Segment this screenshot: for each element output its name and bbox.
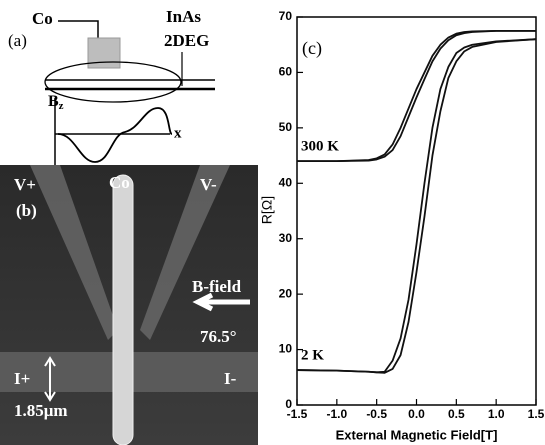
co-arrow <box>58 20 99 38</box>
bz-label: Bz <box>48 93 64 112</box>
panel-label: (b) <box>16 201 37 220</box>
y-tick-label: 40 <box>279 175 293 189</box>
v-minus-label: V- <box>200 175 217 194</box>
y-tick-label: 50 <box>279 120 293 134</box>
lead <box>30 165 118 340</box>
panel-a: (a) Co InAs 2DEG Bz x <box>8 7 215 165</box>
co-label: Co <box>32 9 53 28</box>
field-loop <box>44 61 182 103</box>
x-tick-label: 0.0 <box>408 407 425 421</box>
y-tick-label: 0 <box>285 397 292 411</box>
i-plus-label: I+ <box>14 369 30 388</box>
co-label: Co <box>109 173 130 192</box>
x-tick-label: -1.5 <box>287 407 308 421</box>
width-label: 1.85μm <box>14 401 68 420</box>
curve-label: 2 K <box>301 348 324 364</box>
y-tick-label: 60 <box>279 65 293 79</box>
width-arrow <box>44 356 56 402</box>
panel-b: V+ Co V- (b) B-field 76.5° I+ I- 1.85μm <box>0 165 258 445</box>
co-bar <box>112 174 134 445</box>
x-axis-label: x <box>174 125 182 141</box>
y-tick-label: 70 <box>279 9 293 23</box>
x-tick-label: 0.5 <box>448 407 465 421</box>
twodeg-label: 2DEG <box>164 31 209 50</box>
x-tick-label: -0.5 <box>366 407 387 421</box>
x-tick-label: 1.0 <box>488 407 505 421</box>
inas-label: InAs <box>166 7 201 26</box>
y-tick-label: 30 <box>279 231 293 245</box>
curve <box>297 29 536 163</box>
bz-curve <box>57 107 173 163</box>
x-tick-label: 1.5 <box>528 407 545 421</box>
panel-c: -1.5 -1.0 -0.5 0.0 0.5 1.0 1.5 0 10 20 30 40 50 60 70 E… <box>259 9 545 442</box>
y-tick-label: 20 <box>279 286 293 300</box>
curve <box>297 29 536 163</box>
i-minus-label: I- <box>224 369 237 388</box>
plot-frame <box>296 16 537 406</box>
curve <box>296 38 537 374</box>
x-tick-label: -1.0 <box>326 407 347 421</box>
panel-label: (c) <box>302 38 322 59</box>
angle-label: 76.5° <box>200 327 237 346</box>
y-tick-label: 10 <box>279 342 293 356</box>
x-axis-label: External Magnetic Field[T] <box>336 427 498 442</box>
co-magnet <box>87 37 121 69</box>
lead <box>140 165 230 340</box>
panel-label: (a) <box>8 31 27 50</box>
v-plus-label: V+ <box>14 175 36 194</box>
b-field-arrow <box>192 292 250 312</box>
curve-label: 300 K <box>301 139 339 155</box>
y-axis-label: R[Ω] <box>259 196 275 224</box>
b-field-label: B-field <box>192 277 242 296</box>
